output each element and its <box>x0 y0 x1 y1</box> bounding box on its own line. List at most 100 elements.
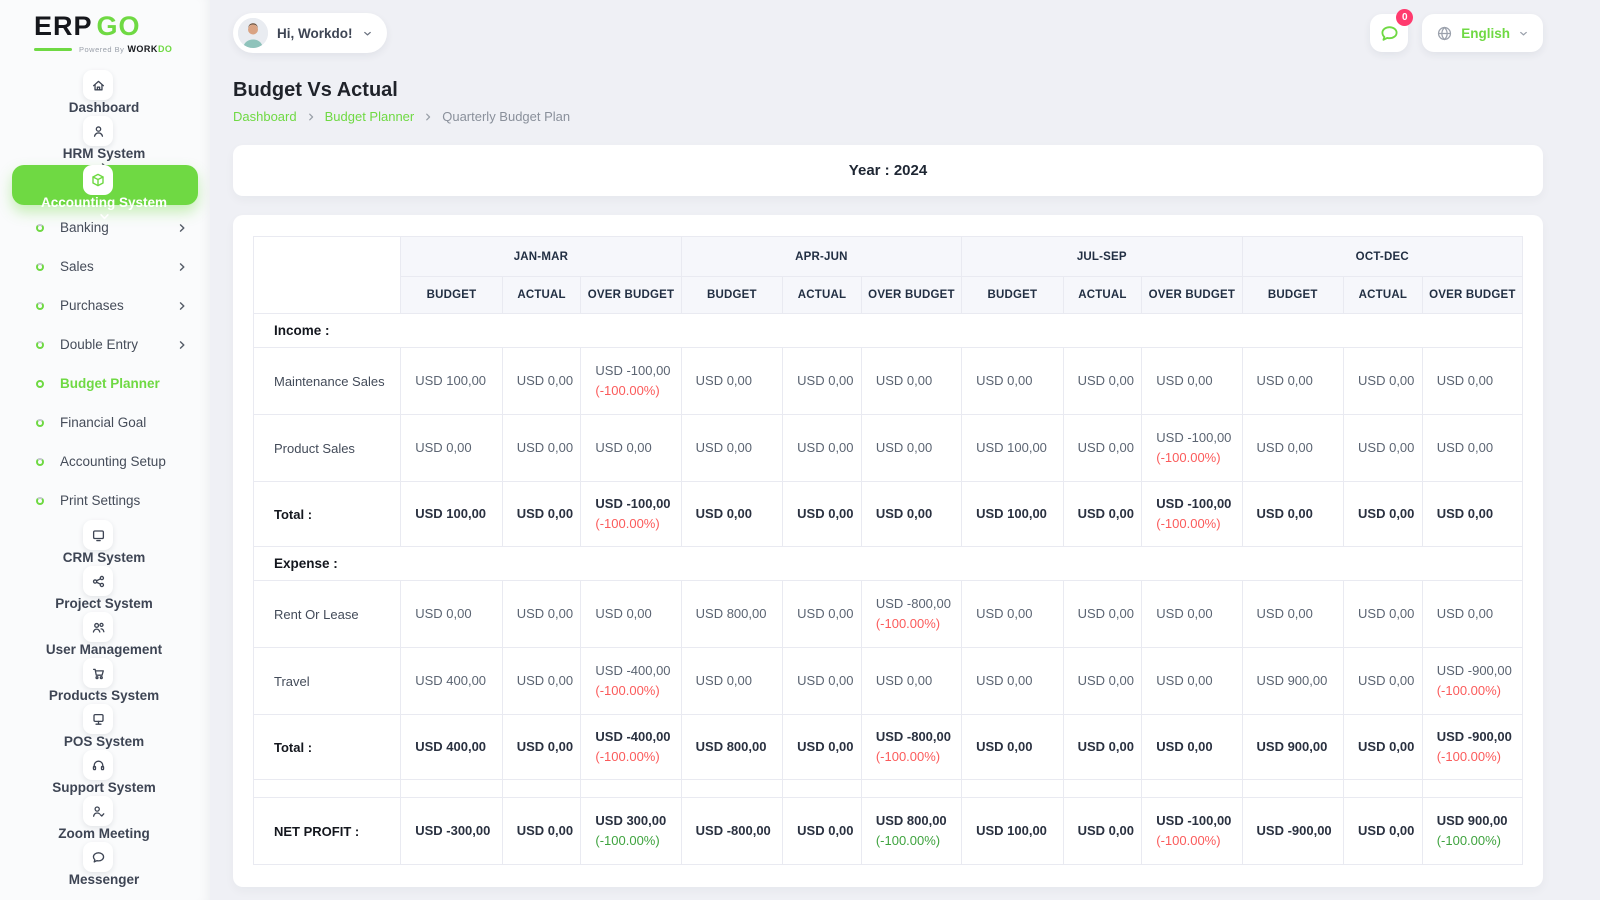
sidebar-item-support-system[interactable]: Support System <box>12 750 198 796</box>
budget-row: Product SalesUSD 0,00USD 0,00USD 0,00USD… <box>254 415 1523 482</box>
cell-value: USD 300,00 <box>595 812 674 831</box>
sidebar-item-zoom-meeting[interactable]: Zoom Meeting <box>12 796 198 842</box>
cell-value: USD 0,00 <box>1437 372 1516 391</box>
sidebar-item-dashboard[interactable]: Dashboard <box>12 70 198 116</box>
breadcrumb-budget-planner[interactable]: Budget Planner <box>325 109 415 124</box>
budget-cell: USD 0,00 <box>1344 482 1423 547</box>
budget-cell: USD 0,00 <box>1422 348 1522 415</box>
budget-cell: USD 0,00 <box>962 581 1064 648</box>
cell-value: USD -100,00 <box>1156 429 1235 448</box>
bullet-icon <box>36 497 44 505</box>
cell-value: USD 800,00 <box>696 605 777 624</box>
chevron-down-icon <box>362 28 373 39</box>
sidebar-item-sales[interactable]: Sales <box>12 247 198 286</box>
budget-cell: USD -100,00(-100.00%) <box>1142 798 1242 865</box>
breadcrumb-dashboard[interactable]: Dashboard <box>233 109 297 124</box>
budget-cell: USD 0,00 <box>783 581 862 648</box>
cell-value: USD 0,00 <box>797 822 855 841</box>
budget-cell: USD 0,00 <box>1344 715 1423 780</box>
sub-header: BUDGET <box>401 277 503 314</box>
chevron-right-icon <box>176 222 188 234</box>
budget-cell: USD -900,00(-100.00%) <box>1422 648 1522 715</box>
chevron-right-icon <box>176 261 188 273</box>
budget-cell: USD 0,00 <box>581 581 681 648</box>
row-label: Total : <box>254 482 401 547</box>
sidebar-item-hrm-system[interactable]: HRM System <box>12 116 198 162</box>
budget-cell: USD -900,00(-100.00%) <box>1422 715 1522 780</box>
sidebar-item-budget-planner[interactable]: Budget Planner <box>12 364 198 403</box>
sidebar-item-banking[interactable]: Banking <box>12 208 198 247</box>
budget-cell: USD 0,00 <box>1344 415 1423 482</box>
sidebar-item-pos-system[interactable]: POS System <box>12 704 198 750</box>
budget-cell: USD 0,00 <box>962 348 1064 415</box>
cell-value: USD 0,00 <box>517 605 575 624</box>
cell-value: USD 100,00 <box>415 505 496 524</box>
sidebar-item-accounting-system[interactable]: Accounting System <box>12 165 198 205</box>
sidebar-nav: DashboardHRM SystemAccounting SystemBank… <box>0 66 210 888</box>
sidebar-item-messenger[interactable]: Messenger <box>12 842 198 888</box>
messages-button[interactable]: 0 <box>1370 14 1408 52</box>
users-icon <box>83 612 113 642</box>
budget-cell: USD 0,00 <box>1063 482 1142 547</box>
user-menu-button[interactable]: Hi, Workdo! <box>233 13 387 53</box>
budget-cell: USD 400,00 <box>401 648 503 715</box>
sidebar-item-print-settings[interactable]: Print Settings <box>12 481 198 520</box>
language-selector[interactable]: English <box>1422 14 1543 52</box>
cell-value: USD 0,00 <box>1358 738 1416 757</box>
cell-value: USD 0,00 <box>1257 605 1338 624</box>
sidebar-item-user-management[interactable]: User Management <box>12 612 198 658</box>
sub-header: ACTUAL <box>1344 277 1423 314</box>
user-icon <box>83 116 113 146</box>
budget-cell: USD 100,00 <box>962 798 1064 865</box>
cell-value: USD 800,00 <box>696 738 777 757</box>
cell-value: USD -300,00 <box>415 822 496 841</box>
budget-row: Rent Or LeaseUSD 0,00USD 0,00USD 0,00USD… <box>254 581 1523 648</box>
page-header: Budget Vs Actual Dashboard Budget Planne… <box>233 79 1543 124</box>
cell-value: USD 400,00 <box>415 672 496 691</box>
budget-cell: USD 0,00 <box>502 415 581 482</box>
budget-cell: USD 0,00 <box>783 482 862 547</box>
budget-cell: USD -900,00 <box>1242 798 1344 865</box>
section-title: Expense : <box>254 547 1523 581</box>
cell-value: USD 0,00 <box>797 372 855 391</box>
sidebar-item-purchases[interactable]: Purchases <box>12 286 198 325</box>
sidebar-item-financial-goal[interactable]: Financial Goal <box>12 403 198 442</box>
budget-cell: USD 0,00 <box>1063 648 1142 715</box>
cell-value: USD 0,00 <box>1437 605 1516 624</box>
budget-cell: USD 0,00 <box>861 482 961 547</box>
video-user-icon <box>83 796 113 826</box>
cell-value: USD 0,00 <box>876 672 955 691</box>
budget-cell: USD 0,00 <box>1242 482 1344 547</box>
cell-value: USD 0,00 <box>1437 439 1516 458</box>
monitor-icon <box>83 520 113 550</box>
spacer-row <box>254 780 1523 798</box>
sub-header: ACTUAL <box>783 277 862 314</box>
cell-value: USD -100,00 <box>1156 495 1235 514</box>
sidebar-item-accounting-setup[interactable]: Accounting Setup <box>12 442 198 481</box>
budget-cell: USD -800,00(-100.00%) <box>861 715 961 780</box>
budget-cell: USD 0,00 <box>861 415 961 482</box>
sidebar-item-label: Print Settings <box>60 493 188 508</box>
budget-cell: USD 0,00 <box>1063 581 1142 648</box>
sidebar-item-crm-system[interactable]: CRM System <box>12 520 198 566</box>
brand-logo[interactable]: ERPGO Powered By WORK DO <box>0 0 210 66</box>
cell-percentage: (-100.00%) <box>1156 449 1235 468</box>
sidebar-item-label: Purchases <box>60 298 176 313</box>
total-row: Total :USD 400,00USD 0,00USD -400,00(-10… <box>254 715 1523 780</box>
budget-cell: USD 300,00(-100.00%) <box>581 798 681 865</box>
budget-cell: USD 0,00 <box>1063 348 1142 415</box>
cell-value: USD 0,00 <box>1257 505 1338 524</box>
cell-value: USD 0,00 <box>876 439 955 458</box>
cell-value: USD 0,00 <box>696 505 777 524</box>
cell-percentage: (-100.00%) <box>595 682 674 701</box>
sidebar-item-project-system[interactable]: Project System <box>12 566 198 612</box>
sidebar-item-products-system[interactable]: Products System <box>12 658 198 704</box>
cell-percentage: (-100.00%) <box>595 748 674 767</box>
sub-header: OVER BUDGET <box>581 277 681 314</box>
budget-cell: USD 800,00 <box>681 715 783 780</box>
sidebar-item-double-entry[interactable]: Double Entry <box>12 325 198 364</box>
cell-value: USD 0,00 <box>517 738 575 757</box>
cell-value: USD 0,00 <box>696 372 777 391</box>
budget-cell: USD 0,00 <box>681 348 783 415</box>
sub-header: ACTUAL <box>502 277 581 314</box>
